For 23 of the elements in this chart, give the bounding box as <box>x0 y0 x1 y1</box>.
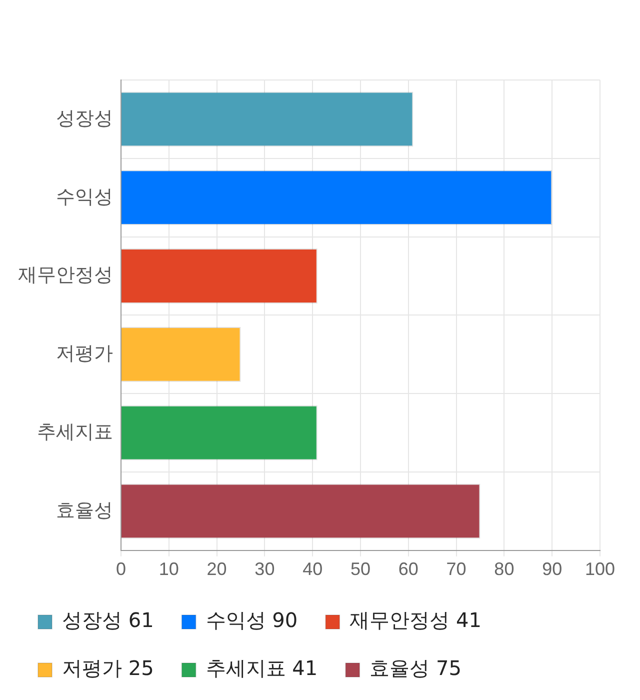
x-tick-label: 80 <box>494 559 514 580</box>
x-tick-label: 100 <box>584 559 616 580</box>
legend-label: 수익성 90 <box>206 608 298 632</box>
legend-label: 저평가 25 <box>62 656 154 680</box>
x-tick-label: 70 <box>446 559 466 580</box>
legend-label: 추세지표 41 <box>206 656 318 680</box>
x-tick-label: 90 <box>542 559 562 580</box>
y-tick-label: 수익성 <box>56 186 113 208</box>
x-tick-label: 0 <box>116 559 126 580</box>
x-tick-label: 10 <box>158 559 179 580</box>
legend-label: 효율성 75 <box>370 656 462 680</box>
legend-label: 재무안정성 41 <box>350 608 482 632</box>
y-tick-label: 추세지표 <box>37 422 113 444</box>
x-tick-label: 60 <box>398 559 418 580</box>
y-tick-label: 성장성 <box>56 108 113 130</box>
x-tick-label: 30 <box>254 559 275 580</box>
y-tick-label: 재무안정성 <box>18 265 113 286</box>
y-tick-label: 효율성 <box>56 500 113 522</box>
legend-label: 성장성 61 <box>62 608 154 632</box>
x-tick-label: 20 <box>206 559 227 580</box>
x-tick-label: 50 <box>350 559 371 580</box>
y-tick-label: 저평가 <box>56 344 113 365</box>
x-tick-label: 40 <box>302 559 323 580</box>
